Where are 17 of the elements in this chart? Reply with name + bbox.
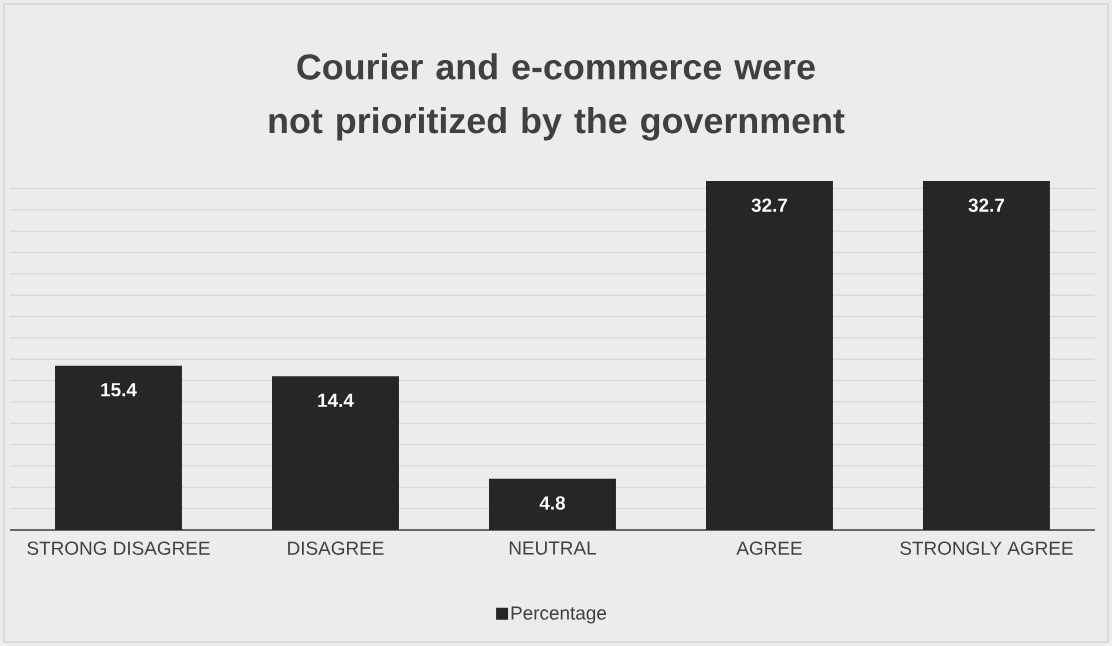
legend-label: Percentage [511,606,607,624]
x-tick-label: STRONGLY AGREE [900,541,1073,555]
x-tick-label: NEUTRAL [509,541,597,555]
bar [923,180,1050,530]
bar [489,478,616,530]
data-label: 15.4 [101,383,137,397]
bar [706,180,833,530]
x-tick-label: DISAGREE [288,541,384,555]
data-label: 32.7 [968,198,1005,212]
x-tick-label: AGREE [736,541,802,555]
chart-title: Courier and e-commerce were not prioritized by the government [269,53,845,141]
bar [272,376,399,530]
data-label: 14.4 [318,393,354,407]
data-label: 32.7 [751,198,788,212]
x-tick-label: STRONG DISAGREE [27,541,210,555]
bar [55,365,182,530]
data-label: 4.8 [539,496,566,510]
